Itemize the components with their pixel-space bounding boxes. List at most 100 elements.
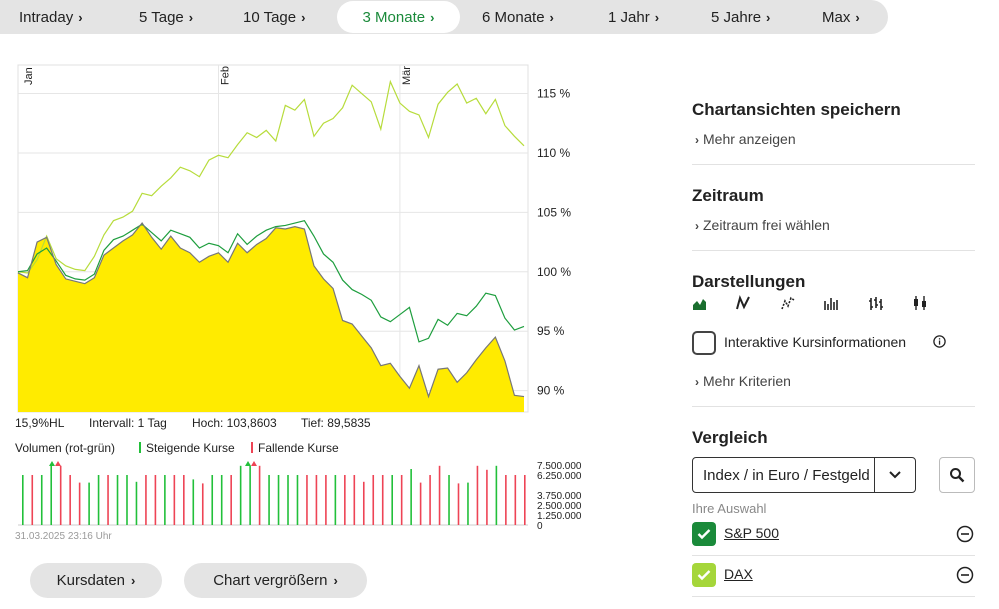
y-tick-label: 95 % <box>537 324 565 338</box>
kursdaten-label: Kursdaten <box>56 572 126 589</box>
tab-10-tage[interactable]: 10 Tage › <box>243 0 305 34</box>
tab-label: 6 Monate <box>482 8 545 26</box>
chevron-right-icon: › <box>695 375 699 389</box>
tab-6-monate[interactable]: 6 Monate › <box>482 0 554 34</box>
volume-bar <box>249 465 251 525</box>
ohlc-chart-icon[interactable] <box>823 295 839 311</box>
hlc-chart-icon[interactable] <box>868 295 884 311</box>
volume-bar <box>116 475 119 525</box>
volume-bar <box>220 475 223 525</box>
volume-bar <box>173 475 176 525</box>
candlestick-chart-icon[interactable] <box>912 295 928 311</box>
custom-period-label: Zeitraum frei wählen <box>703 217 830 233</box>
volume-bar <box>372 475 375 525</box>
volume-bar <box>476 465 479 525</box>
area-chart-icon[interactable] <box>692 295 708 311</box>
tab-label: 5 Jahre <box>711 8 762 26</box>
compare-select[interactable]: Index / in Euro / Festgeld <box>692 457 916 493</box>
dax-label[interactable]: DAX <box>724 566 753 582</box>
tab-label: Max <box>822 8 851 26</box>
volume-tick-label: 7.500.000 <box>537 461 582 472</box>
chevron-right-icon: › <box>333 573 338 588</box>
tab-label: 3 Monate <box>362 8 426 26</box>
volume-bar <box>325 475 327 525</box>
volume-marker <box>49 461 55 466</box>
chevron-right-icon: › <box>301 9 306 25</box>
volume-tick-label: 2.500.000 <box>537 501 582 512</box>
volume-bar <box>277 475 280 525</box>
volume-bar <box>438 465 441 525</box>
more-criteria-link[interactable]: › Mehr Kriterien <box>695 373 791 389</box>
red-bar-icon <box>251 442 253 453</box>
volume-bar <box>296 475 299 525</box>
legend-rising: Steigende Kurse <box>139 441 235 455</box>
volume-bar <box>145 475 147 525</box>
kursdaten-button[interactable]: Kursdaten › <box>30 563 162 598</box>
save-views-heading: Chartansichten speichern <box>692 100 901 119</box>
tab-5-jahre[interactable]: 5 Jahre › <box>711 0 770 34</box>
selection-label: Ihre Auswahl <box>692 501 767 516</box>
remove-circle-icon[interactable] <box>956 525 974 543</box>
y-tick-label: 115 % <box>537 87 570 101</box>
sp500-checkbox[interactable] <box>692 522 716 546</box>
tab-intraday[interactable]: Intraday › <box>19 0 83 34</box>
volume-bar <box>154 475 157 525</box>
volume-bar <box>88 482 90 525</box>
line-chart-icon[interactable] <box>735 295 751 311</box>
volume-marker <box>251 461 257 466</box>
chart-enlarge-button[interactable]: Chart vergrößern › <box>184 563 367 598</box>
chevron-right-icon: › <box>855 9 860 25</box>
tab-3-monate[interactable]: 3 Monate › <box>337 1 460 33</box>
y-tick-label: 110 % <box>537 146 570 160</box>
tab-max[interactable]: Max › <box>822 0 860 34</box>
chart-enlarge-label: Chart vergrößern <box>213 572 328 589</box>
search-button[interactable] <box>939 457 975 493</box>
divider <box>692 250 975 251</box>
volume-bar <box>391 475 393 525</box>
volume-bar <box>410 469 412 525</box>
info-icon[interactable] <box>933 335 946 348</box>
volume-tick-label: 1.250.000 <box>537 511 582 522</box>
chevron-right-icon: › <box>654 9 660 25</box>
volume-bar <box>467 482 469 525</box>
volume-bar <box>230 475 232 525</box>
divider <box>692 596 975 597</box>
custom-period-link[interactable]: › Zeitraum frei wählen <box>695 217 830 233</box>
interactive-info-checkbox[interactable] <box>692 331 716 355</box>
sp500-label[interactable]: S&P 500 <box>724 525 780 541</box>
y-tick-label: 105 % <box>537 205 571 219</box>
legend-falling-label: Fallende Kurse <box>258 441 339 455</box>
volume-bar <box>22 475 24 525</box>
show-more-link[interactable]: › Mehr anzeigen <box>695 131 796 147</box>
volume-bar <box>495 465 498 525</box>
volume-tick-label: 6.250.000 <box>537 471 582 482</box>
volume-bar <box>69 475 71 525</box>
volume-bar <box>201 483 204 525</box>
volume-bar <box>59 465 62 525</box>
stat-low: Tief: 89,5835 <box>301 416 371 430</box>
select-separator <box>874 458 875 492</box>
remove-circle-icon[interactable] <box>956 566 974 584</box>
volume-bar <box>97 475 100 525</box>
dax-checkbox[interactable] <box>692 563 716 587</box>
stat-percent: 15,9%HL <box>15 416 65 430</box>
divider <box>692 555 975 556</box>
volume-bar <box>524 475 526 525</box>
display-heading: Darstellungen <box>692 272 806 291</box>
x-tick-label: Mär <box>401 66 413 85</box>
volume-bar <box>192 479 195 525</box>
volume-bar <box>183 475 185 525</box>
tab-5-tage[interactable]: 5 Tage › <box>139 0 193 34</box>
volume-marker <box>55 461 61 466</box>
legend-rising-label: Steigende Kurse <box>146 441 235 455</box>
search-icon <box>950 468 965 483</box>
check-icon <box>697 529 711 540</box>
volume-bar <box>164 475 166 525</box>
tab-1-jahr[interactable]: 1 Jahr › <box>608 0 659 34</box>
price-chart[interactable]: 115 % 110 % 105 % 100 % 95 % 90 % Jan Feb Mär <box>0 55 600 415</box>
series-line-s-p-500 <box>17 219 525 343</box>
green-bar-icon <box>139 442 141 453</box>
volume-bar <box>50 465 53 525</box>
dotted-line-chart-icon[interactable] <box>780 295 796 311</box>
